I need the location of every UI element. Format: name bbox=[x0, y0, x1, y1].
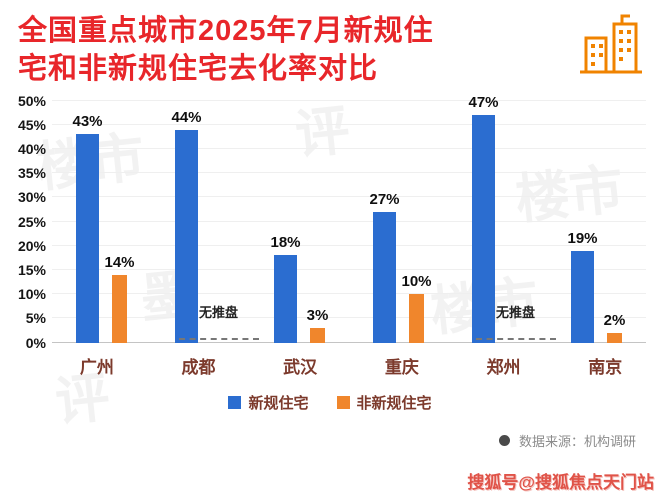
y-tick-label: 25% bbox=[17, 213, 46, 230]
legend-item: 新规住宅 bbox=[228, 392, 309, 413]
x-axis-label: 武汉 bbox=[283, 357, 318, 377]
bar-value-label: 3% bbox=[306, 307, 329, 325]
bar-value-label: 14% bbox=[104, 253, 135, 271]
legend-item: 非新规住宅 bbox=[336, 392, 432, 413]
gridline bbox=[52, 123, 646, 125]
y-tick-label: 0% bbox=[25, 334, 46, 351]
no-launch-dash-line bbox=[476, 337, 556, 340]
bar-groups: 43% 14% 44% 无推盘 18% 3% 27% 10% 47% 无推盘 19% 2% bbox=[52, 94, 646, 343]
bar-value-label: 47% bbox=[468, 94, 499, 112]
bar-new-housing: 43% bbox=[72, 113, 103, 343]
no-launch-label: 无推盘 bbox=[198, 304, 239, 320]
bar-value-label: 10% bbox=[401, 273, 432, 291]
bar-value-label: 19% bbox=[567, 229, 598, 247]
bar-new-housing: 19% bbox=[567, 230, 598, 343]
header: 全国重点城市2025年7月新规住 宅和非新规住宅去化率对比 bbox=[0, 0, 660, 89]
legend-label: 新规住宅 bbox=[248, 394, 309, 412]
plot-area: 43% 14% 44% 无推盘 18% 3% 27% 10% 47% 无推盘 19% 2% bbox=[52, 94, 646, 343]
source-text: 数据来源：机构调研 bbox=[518, 433, 636, 449]
gridline bbox=[52, 172, 646, 174]
bar-value-label: 2% bbox=[603, 311, 626, 329]
y-tick-label: 30% bbox=[17, 189, 46, 206]
gridline bbox=[52, 341, 646, 343]
y-tick-label: 50% bbox=[17, 92, 46, 109]
bar-new-housing: 44% bbox=[171, 109, 202, 343]
legend-swatch-icon bbox=[336, 395, 350, 409]
legend: 新规住宅 非新规住宅 bbox=[0, 392, 660, 413]
bar-group: 27% 10% bbox=[349, 101, 448, 343]
bar-non-new-housing: 10% bbox=[401, 273, 432, 343]
bar-group: 18% 3% bbox=[250, 101, 349, 343]
x-axis-labels: 广州 成都 武汉 重庆 郑州 南京 bbox=[46, 353, 656, 378]
bar-group: 43% 14% bbox=[52, 101, 151, 343]
no-launch-slot: 无推盘 bbox=[179, 101, 259, 343]
x-axis-label: 广州 bbox=[79, 357, 114, 377]
legend-swatch-icon bbox=[228, 395, 242, 409]
no-launch-dash-line bbox=[179, 337, 259, 340]
bar-non-new-housing: 3% bbox=[307, 307, 328, 343]
x-axis-label: 南京 bbox=[588, 357, 623, 377]
gridline bbox=[52, 220, 646, 222]
chart-title-line1: 全国重点城市2025年7月新规住 bbox=[18, 15, 434, 47]
source-row: 数据来源：机构调研 bbox=[0, 431, 636, 450]
bar-value-label: 43% bbox=[72, 113, 103, 131]
y-tick-label: 5% bbox=[25, 310, 46, 327]
bar-value-label: 44% bbox=[171, 108, 202, 126]
bar-value-label: 27% bbox=[369, 190, 400, 208]
y-axis: 0% 5% 10% 15% 20% 25% 30% 35% 40% 45% 50% bbox=[6, 93, 48, 351]
y-tick-label: 45% bbox=[17, 116, 46, 133]
gridline bbox=[52, 99, 646, 101]
gridline bbox=[52, 317, 646, 319]
gridline bbox=[52, 196, 646, 198]
y-tick-label: 20% bbox=[17, 237, 46, 254]
bar-new-housing: 47% bbox=[468, 94, 499, 343]
x-axis-label: 郑州 bbox=[486, 357, 521, 377]
no-launch-label: 无推盘 bbox=[495, 304, 536, 320]
bar-group: 19% 2% bbox=[547, 101, 646, 343]
bar-group: 44% 无推盘 bbox=[151, 101, 259, 343]
y-tick-label: 10% bbox=[17, 286, 46, 303]
x-axis-label: 成都 bbox=[181, 357, 216, 377]
source-bullet-icon bbox=[498, 434, 510, 446]
y-tick-label: 40% bbox=[17, 140, 46, 157]
bar-non-new-housing: 14% bbox=[104, 254, 135, 343]
no-launch-slot: 无推盘 bbox=[476, 101, 556, 343]
bar-non-new-housing: 2% bbox=[604, 312, 625, 343]
x-axis-label: 重庆 bbox=[384, 357, 419, 377]
legend-label: 非新规住宅 bbox=[356, 394, 432, 412]
gridline bbox=[52, 293, 646, 295]
y-tick-label: 15% bbox=[17, 261, 46, 278]
bar-group: 47% 无推盘 bbox=[448, 94, 556, 343]
building-icon bbox=[576, 12, 646, 87]
chart-title: 全国重点城市2025年7月新规住 宅和非新规住宅去化率对比 bbox=[18, 12, 434, 89]
bar-new-housing: 18% bbox=[270, 234, 301, 343]
bar-chart: 0% 5% 10% 15% 20% 25% 30% 35% 40% 45% 50% 43% 14% 44… bbox=[6, 93, 650, 351]
y-tick-label: 35% bbox=[17, 165, 46, 182]
bar-new-housing: 27% bbox=[369, 191, 400, 343]
gridline bbox=[52, 244, 646, 246]
footer-watermark: 搜狐号@搜狐焦点天门站 bbox=[467, 473, 654, 492]
chart-title-line2: 宅和非新规住宅去化率对比 bbox=[18, 53, 379, 86]
bar-value-label: 18% bbox=[270, 234, 301, 252]
gridline bbox=[52, 147, 646, 149]
gridline bbox=[52, 268, 646, 270]
